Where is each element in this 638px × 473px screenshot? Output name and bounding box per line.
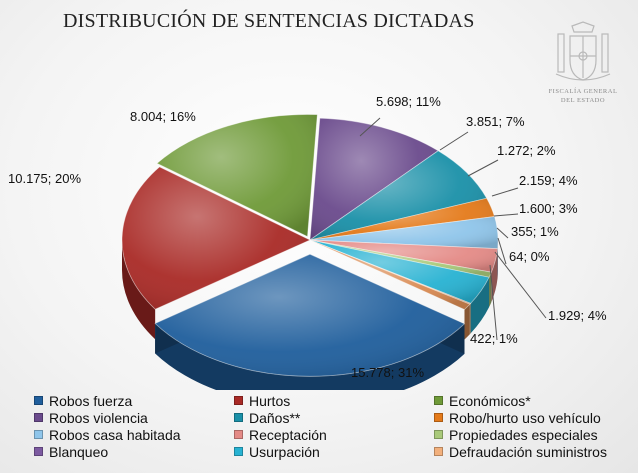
data-label: 8.004; 16% xyxy=(130,109,196,124)
pie-slice-shine xyxy=(122,166,310,310)
legend-label: Receptación xyxy=(249,426,327,443)
legend-swatch xyxy=(34,430,43,439)
legend-item: Robos fuerza xyxy=(34,392,234,409)
pie-slice-side xyxy=(122,240,156,340)
pie-chart: 5.698; 11% 3.851; 7% 1.272; 2% 2.159; 4% 1.6… xyxy=(8,94,607,390)
pie-slice-side xyxy=(469,303,471,335)
pie-slice-shine xyxy=(155,254,465,377)
pie-slice-shine xyxy=(310,150,487,240)
pie-slice-shine xyxy=(310,240,490,304)
emblem-text-line2: DEL ESTADO xyxy=(560,97,606,104)
data-label: 10.175; 20% xyxy=(8,171,81,186)
data-label: 1.272; 2% xyxy=(497,143,556,158)
data-label: 422; 1% xyxy=(470,331,518,346)
leader-line xyxy=(491,187,519,197)
legend-label: Blanqueo xyxy=(49,443,109,460)
legend-item: Hurtos xyxy=(234,392,434,409)
data-label: 5.698; 11% xyxy=(376,94,441,109)
pie-slice-shine xyxy=(310,118,439,240)
legend-swatch xyxy=(234,447,243,456)
legend-item: Robos casa habitada xyxy=(34,426,234,443)
pie-slice-shine xyxy=(310,216,499,249)
leader-line xyxy=(494,251,547,319)
pie-slice-side xyxy=(464,304,470,340)
leader-line xyxy=(493,213,519,217)
legend-item: Blanqueo xyxy=(34,443,234,460)
leader-line xyxy=(489,264,498,341)
legend-item: Robos violencia xyxy=(34,409,234,426)
legend-swatch xyxy=(234,396,243,405)
legend-swatch xyxy=(434,447,443,456)
legend-label: Hurtos xyxy=(249,392,291,409)
legend-item: Robo/hurto uso vehículo xyxy=(434,409,634,426)
data-label: 2.159; 4% xyxy=(519,173,578,188)
legend-swatch xyxy=(34,396,43,405)
emblem-text-line1: FISCALÍA GENERAL xyxy=(548,88,618,95)
legend-label: Robos casa habitada xyxy=(49,426,181,443)
legend-label: Propiedades especiales xyxy=(449,426,598,443)
legend-swatch xyxy=(434,413,443,422)
pie-slice-side xyxy=(155,323,465,390)
legend-item: Propiedades especiales xyxy=(434,426,634,443)
coat-of-arms-icon xyxy=(555,21,611,81)
data-label: 355; 1% xyxy=(511,224,559,239)
legend-swatch xyxy=(434,430,443,439)
pie-slice-side xyxy=(491,248,498,303)
chart-title: DISTRIBUCIÓN DE SENTENCIAS DICTADAS xyxy=(63,10,475,32)
legend-item: Daños** xyxy=(234,409,434,426)
leader-line xyxy=(439,131,469,151)
pie-slice-side xyxy=(489,272,492,308)
data-label: 1.929; 4% xyxy=(548,308,607,323)
data-label: 15.778; 31% xyxy=(351,365,424,380)
legend-item: Receptación xyxy=(234,426,434,443)
leader-line xyxy=(496,227,509,239)
legend-label: Robos violencia xyxy=(49,409,148,426)
legend-swatch xyxy=(234,430,243,439)
legend-item: Defraudación suministros xyxy=(434,443,634,460)
legend-label: Económicos* xyxy=(449,392,531,409)
leader-line xyxy=(359,117,381,137)
pie-slice-shine xyxy=(310,240,470,310)
legend: Robos fuerza Hurtos Económicos* Robos viole… xyxy=(34,392,634,460)
pie-slice-shine xyxy=(310,198,495,240)
leader-line xyxy=(497,237,507,265)
data-label: 64; 0% xyxy=(509,249,550,264)
legend-label: Defraudación suministros xyxy=(449,443,607,460)
legend-label: Usurpación xyxy=(249,443,320,460)
legend-swatch xyxy=(34,413,43,422)
pie-slice-side xyxy=(470,277,490,334)
data-label: 3.851; 7% xyxy=(466,114,525,129)
legend-item: Usurpación xyxy=(234,443,434,460)
legend-swatch xyxy=(34,447,43,456)
legend-item: Económicos* xyxy=(434,392,634,409)
legend-label: Robo/hurto uso vehículo xyxy=(449,409,601,426)
legend-label: Robos fuerza xyxy=(49,392,133,409)
data-label: 1.600; 3% xyxy=(519,201,578,216)
legend-swatch xyxy=(234,413,243,422)
legend-label: Daños** xyxy=(249,409,301,426)
legend-swatch xyxy=(434,396,443,405)
fiscalia-emblem: FISCALÍA GENERAL DEL ESTADO xyxy=(548,20,618,110)
pie-slice-shine xyxy=(156,114,318,237)
leader-line xyxy=(467,159,499,177)
